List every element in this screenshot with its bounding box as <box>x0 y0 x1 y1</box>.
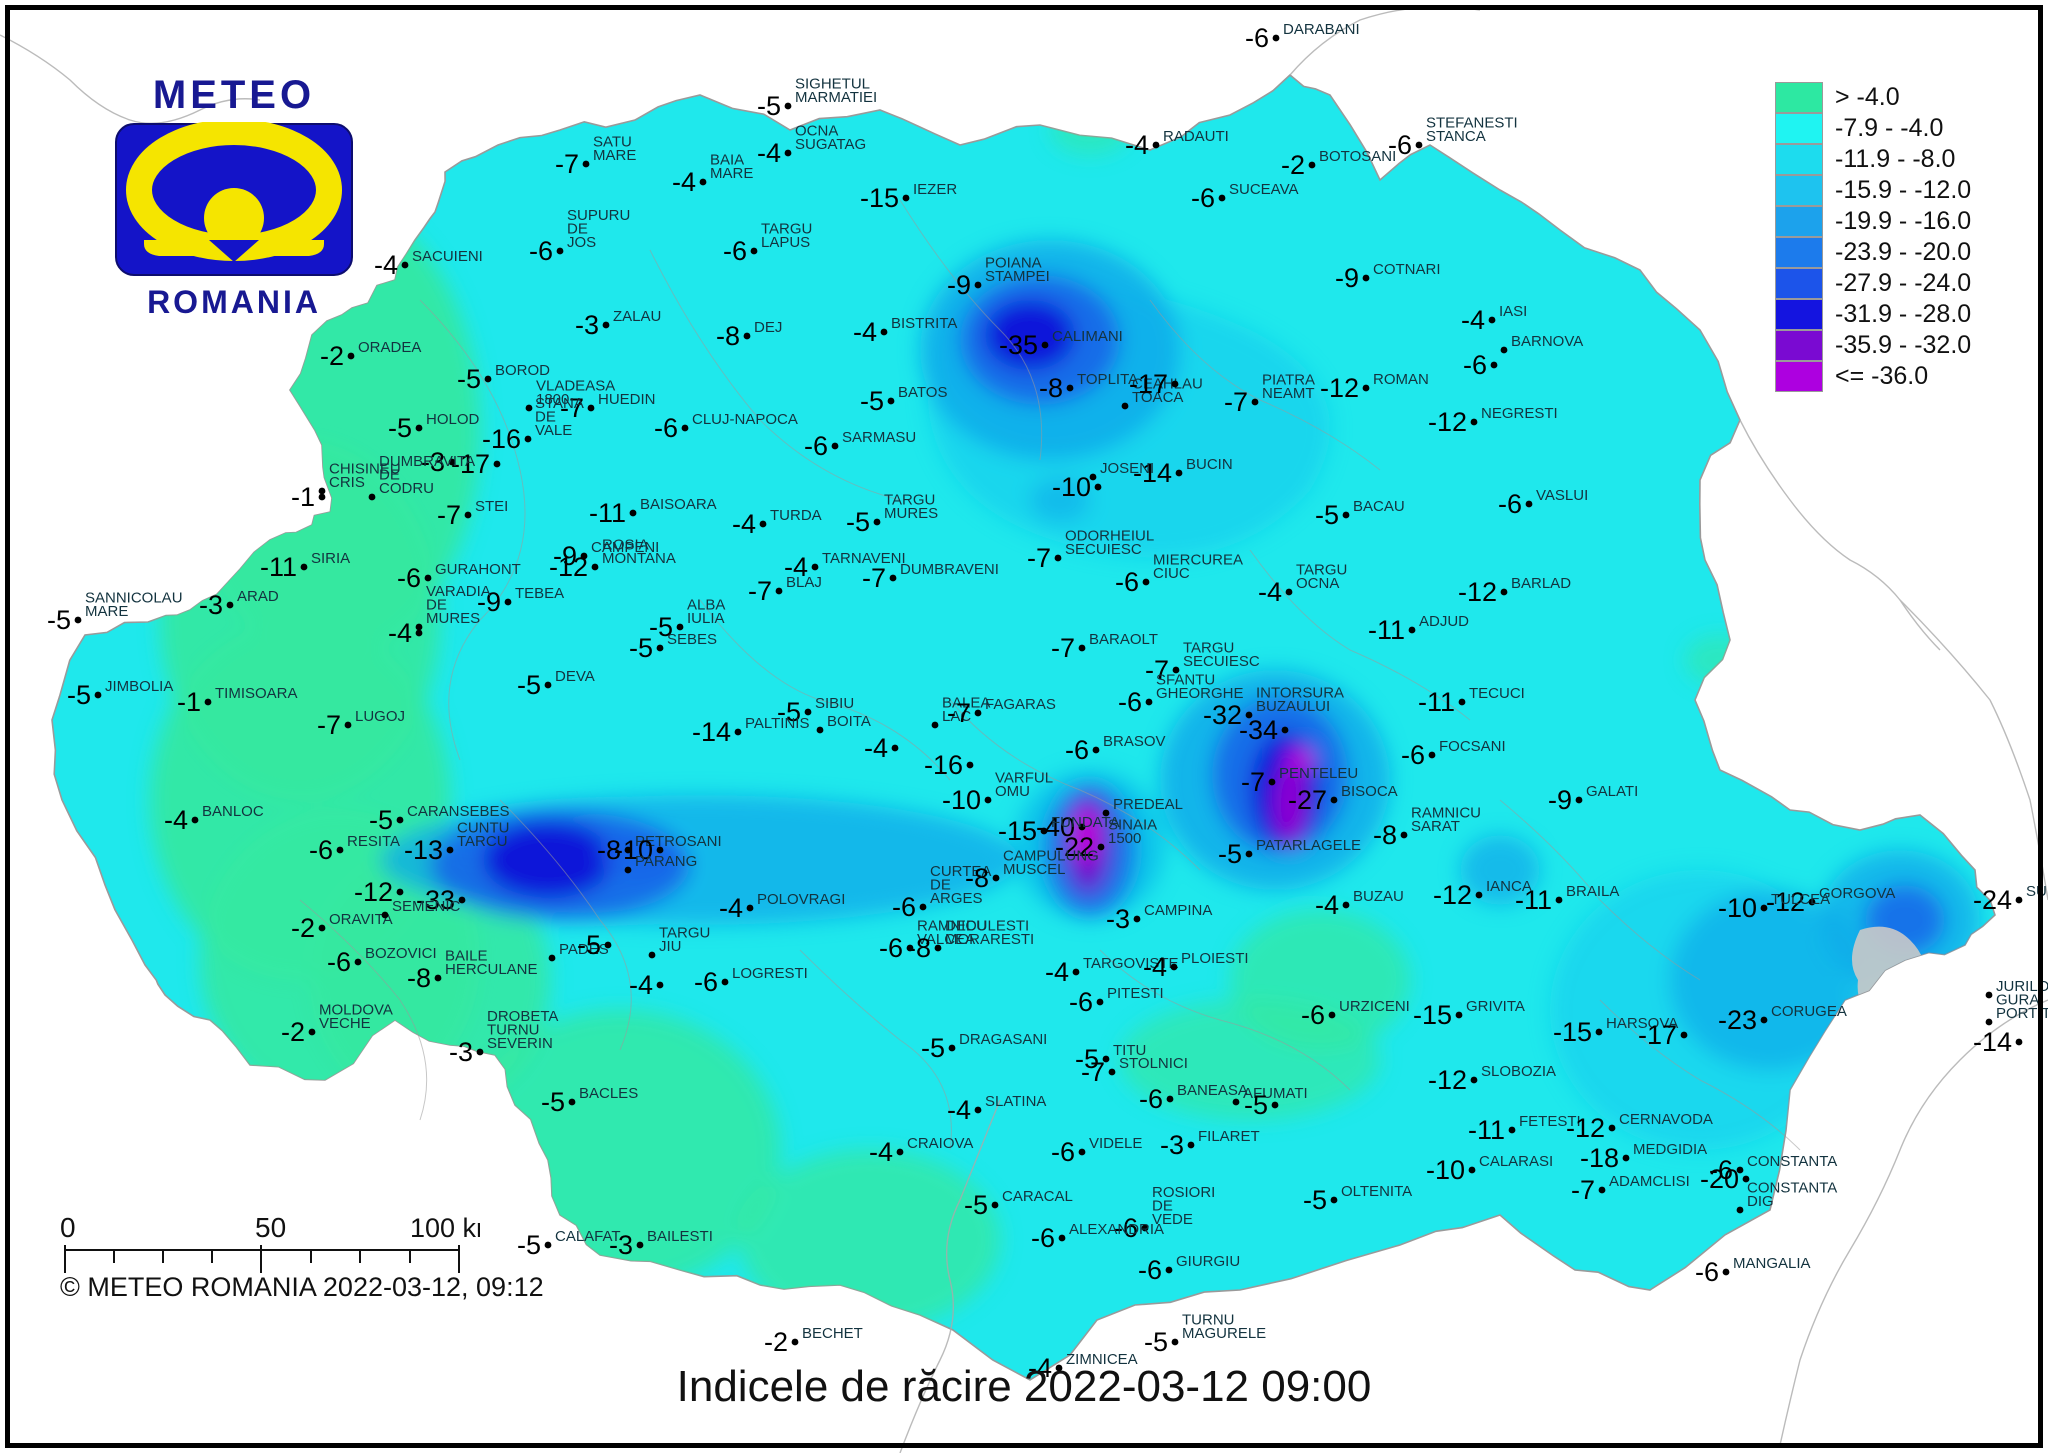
svg-text:0: 0 <box>60 1215 76 1243</box>
svg-text:50: 50 <box>255 1215 286 1243</box>
svg-text:100 km: 100 km <box>410 1215 480 1243</box>
